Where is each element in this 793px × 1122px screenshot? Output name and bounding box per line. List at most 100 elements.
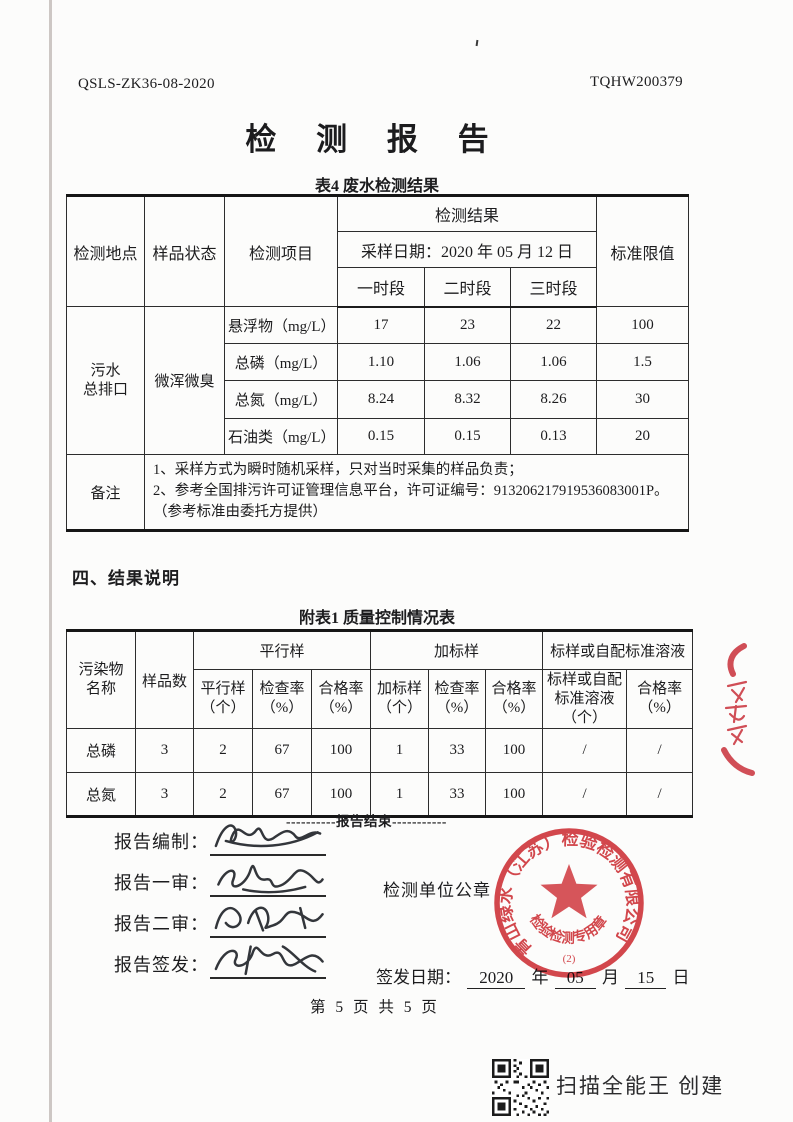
- cell-value: 2: [193, 772, 253, 818]
- cell-value: 23: [424, 306, 511, 344]
- cell-item: 总磷（mg/L）: [224, 343, 338, 381]
- remark-label: 备注: [66, 454, 145, 531]
- cell-limit: 30: [596, 380, 689, 419]
- cell-value: 8.26: [510, 380, 597, 419]
- remark-content: 1、采样方式为瞬时随机采样，只对当时采集的样品负责； 2、参考全国排污许可证管理…: [144, 454, 689, 531]
- cell-value: 1: [370, 772, 430, 818]
- header-spiked-check-rate: 检查率 （%）: [428, 668, 487, 730]
- header-sampling-date: 采样日期：2020 年 05 月 12 日: [337, 231, 597, 268]
- cell-value: 17: [337, 306, 425, 344]
- header-group-spiked: 加标样: [370, 630, 544, 670]
- seal-star: [540, 864, 598, 919]
- issue-date-label: 签发日期：: [376, 968, 461, 987]
- cell-value: 33: [428, 728, 487, 774]
- signature-underline: [210, 864, 326, 897]
- cell-value: 100: [485, 728, 544, 774]
- cell-value: 8.32: [424, 380, 511, 419]
- cell-value: 1.10: [337, 343, 425, 381]
- table-row: 总氮（mg/L） 8.24 8.32 8.26 30: [67, 380, 689, 419]
- seal-inner-text: 检验检测专用章: [526, 911, 610, 946]
- cell-value: 100: [310, 772, 372, 818]
- page-number: 第 5 页 共 5 页: [310, 999, 440, 1016]
- scan-speck: [475, 39, 479, 47]
- table-row: 总磷 3 2 67 100 1 33 100 / /: [66, 728, 694, 774]
- section-heading: 四、结果说明: [72, 569, 180, 588]
- remark-row: 备注 1、采样方式为瞬时随机采样，只对当时采集的样品负责； 2、参考全国排污许可…: [66, 454, 689, 531]
- signature-row-prepared: 报告编制：: [114, 824, 326, 869]
- prepared-by-label: 报告编制：: [114, 832, 209, 852]
- header-group-standard: 标样或自配标准溶液: [542, 630, 694, 670]
- cell-value: /: [626, 772, 694, 818]
- header-parallel-count: 平行样 （个）: [193, 668, 253, 730]
- cell-value: 22: [510, 306, 597, 344]
- cell-pollutant: 总磷: [66, 728, 136, 774]
- cell-value: 3: [135, 772, 194, 818]
- second-review-label: 报告二审：: [114, 914, 209, 934]
- cell-limit: 20: [596, 418, 689, 455]
- wastewater-table-caption: 表4 废水检测结果: [314, 178, 439, 195]
- cell-limit: 100: [596, 306, 689, 344]
- header-period-2: 二时段: [424, 267, 511, 308]
- cell-value: 100: [485, 772, 544, 818]
- cell-value: 1.06: [424, 343, 511, 381]
- header-period-3: 三时段: [510, 267, 597, 308]
- header-limit: 标准限值: [596, 195, 689, 307]
- wastewater-results-table: 检测地点 样品状态 检测项目 检测结果 标准限值 采样日期：2020 年 05 …: [66, 194, 689, 532]
- day-unit: 日: [672, 968, 690, 987]
- scanner-watermark: 扫描全能王 创建: [556, 1074, 725, 1098]
- header-group-parallel: 平行样: [192, 630, 372, 670]
- header-spiked-count: 加标样 （个）: [370, 668, 430, 730]
- official-seal-label: 检测单位公章: [383, 881, 491, 900]
- cell-value: /: [542, 772, 628, 818]
- issue-year: 2020: [467, 968, 526, 989]
- cell-value: 3: [135, 728, 194, 774]
- scan-edge-line: [49, 0, 52, 1122]
- report-title: 检 测 报 告: [245, 122, 505, 157]
- header-parallel-pass-rate: 合格率 （%）: [310, 668, 372, 730]
- signature-row-review1: 报告一审：: [114, 864, 326, 910]
- month-unit: 月: [602, 968, 619, 987]
- header-period-1: 一时段: [337, 267, 425, 308]
- header-standard-pass-rate: 合格率 （%）: [626, 668, 694, 730]
- qc-table-caption: 附表1 质量控制情况表: [298, 610, 455, 627]
- header-parallel-check-rate: 检查率 （%）: [252, 668, 312, 730]
- cell-location: 污水 总排口: [66, 306, 145, 455]
- signature-row-review2: 报告二审：: [114, 906, 326, 951]
- handwritten-signature: [217, 864, 324, 894]
- cell-value: 100: [310, 728, 372, 774]
- header-location: 检测地点: [66, 195, 145, 307]
- header-result-group: 检测结果: [337, 195, 597, 232]
- signature-underline: [210, 945, 326, 979]
- issued-by-label: 报告签发：: [114, 955, 209, 975]
- quality-control-table: 污染物 名称 样品数 平行样 加标样 标样或自配标准溶液 平行样 （个） 检查率…: [66, 629, 694, 819]
- cell-pollutant: 总氮: [66, 772, 136, 818]
- handwritten-signature: [214, 824, 322, 848]
- cell-value: 0.13: [510, 418, 597, 455]
- cell-value: 1.06: [510, 343, 597, 381]
- cell-item: 总氮（mg/L）: [224, 380, 338, 419]
- seal-number: (2): [563, 953, 576, 965]
- signature-underline: [210, 906, 326, 938]
- cell-value: 67: [252, 772, 312, 818]
- handwritten-signature: [214, 906, 324, 932]
- table-row: 石油类（mg/L） 0.15 0.15 0.13 20: [67, 418, 689, 455]
- table-row: 总氮 3 2 67 100 1 33 100 / /: [66, 772, 694, 818]
- cell-limit: 1.5: [596, 343, 689, 381]
- cell-value: /: [626, 728, 694, 774]
- remark-line-1: 1、采样方式为瞬时随机采样，只对当时采集的样品负责；: [153, 462, 523, 478]
- qr-code: [492, 1059, 549, 1116]
- header-item: 检测项目: [224, 195, 338, 307]
- issue-day: 15: [625, 968, 667, 989]
- cell-value: 2: [193, 728, 253, 774]
- signature-block: 报告编制： 报告一审： 报告二审： 报告签发：: [114, 824, 326, 992]
- signature-row-issued: 报告签发：: [114, 945, 326, 992]
- table-row: 总磷（mg/L） 1.10 1.06 1.06 1.5: [67, 343, 689, 381]
- header-sample-count: 样品数: [135, 629, 194, 730]
- issue-date-line: 签发日期： 2020 年 05 月 15 日: [376, 963, 690, 989]
- edge-stamp-fragment: [721, 643, 755, 776]
- cell-value: 0.15: [337, 418, 425, 455]
- cell-item: 石油类（mg/L）: [224, 418, 338, 455]
- header-standard-count: 标样或自配 标准溶液 （个）: [542, 668, 628, 730]
- cell-value: /: [542, 728, 628, 774]
